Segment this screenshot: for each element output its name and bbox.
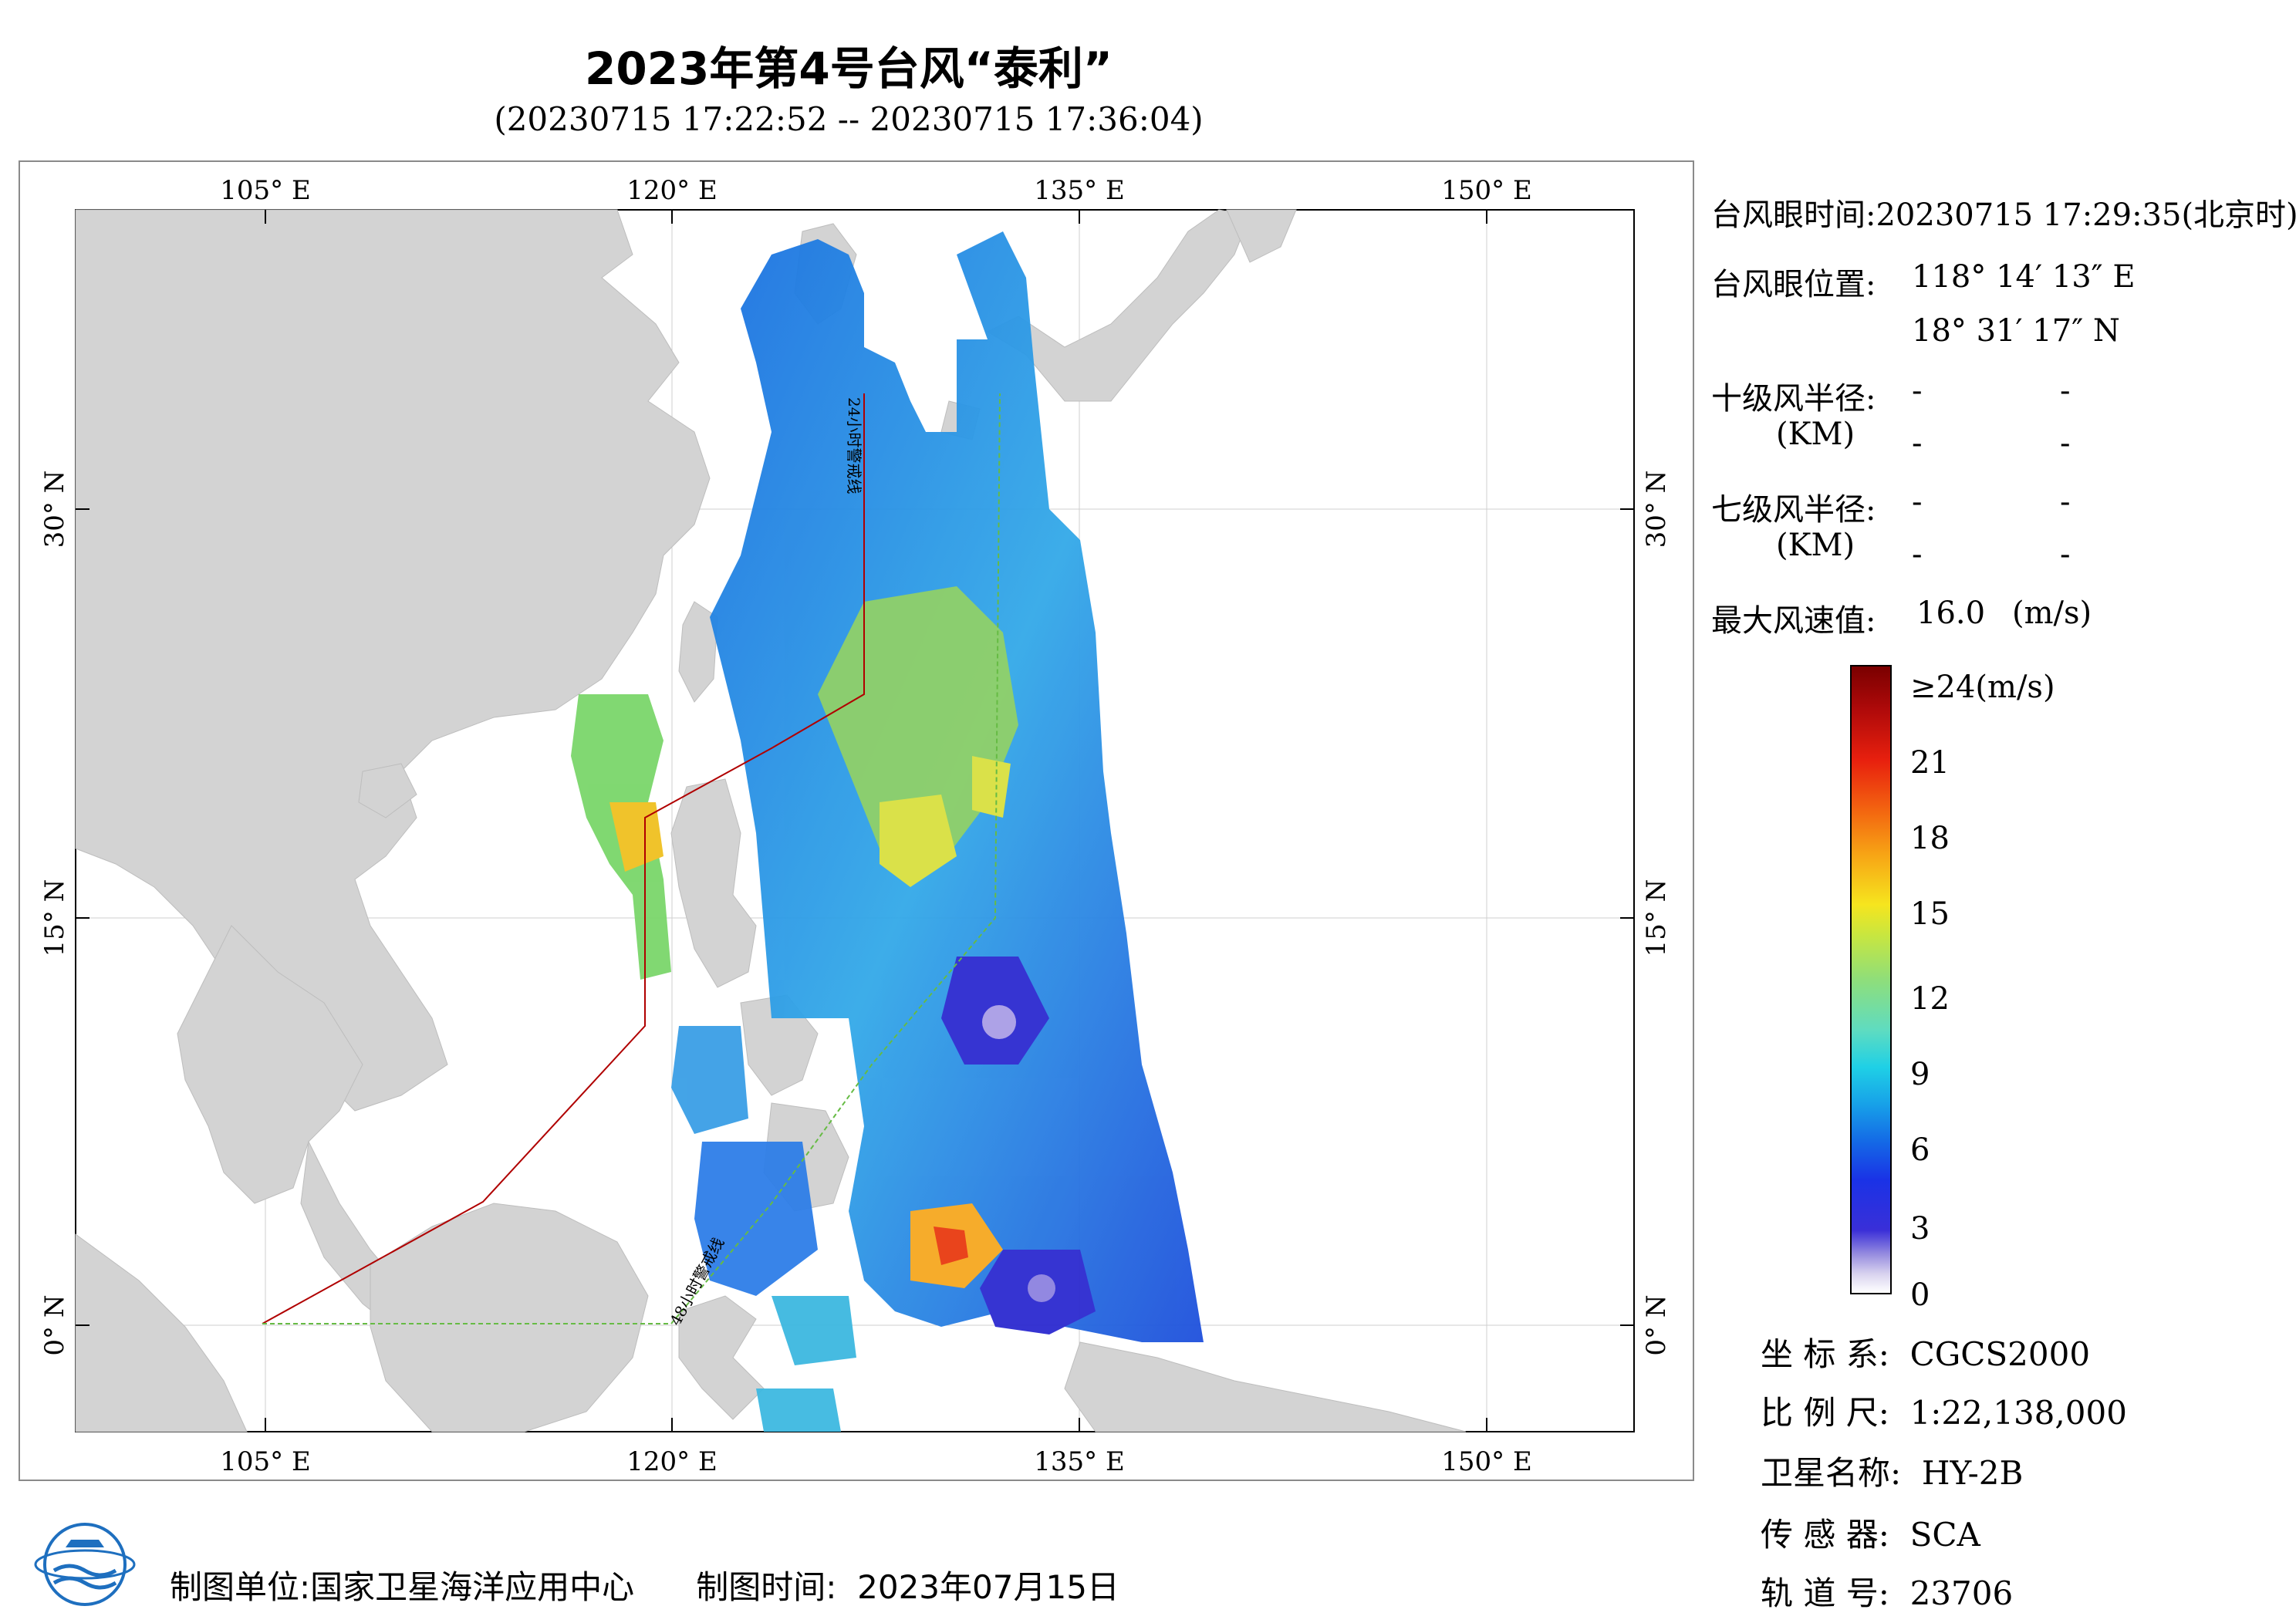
r7-value-1: - <box>1912 484 1923 520</box>
r7-value-2: - <box>2060 484 2071 520</box>
satellite-line: 卫星名称: HY-2B <box>1761 1454 2024 1492</box>
r7-label: 七级风半径: <box>1711 492 1876 528</box>
wind-speed-colorbar <box>1850 665 1892 1294</box>
wind-field-map[interactable]: 24小时警戒线 48小时警戒线 105° E 120° E 135° E 150… <box>0 0 1697 1496</box>
max-wind-label: 最大风速值: <box>1711 603 1876 639</box>
eye-time: 台风眼时间:20230715 17:29:35(北京时) <box>1711 197 2296 233</box>
warning-line-24h: 24小时警戒线 <box>262 393 865 1324</box>
svg-text:24小时警戒线: 24小时警戒线 <box>845 397 863 494</box>
colorbar-label-21: 21 <box>1910 745 1950 781</box>
lat-tick-right-0: 0° N <box>1641 1294 1672 1355</box>
land-masses <box>75 209 1467 1432</box>
colorbar-label-12: 12 <box>1910 981 1950 1017</box>
colorbar-label-18: 18 <box>1910 821 1950 856</box>
lat-tick-left-0: 0° N <box>39 1294 70 1355</box>
footer-credits: 制图单位:国家卫星海洋应用中心 制图时间: 2023年07月15日 <box>170 1568 1119 1606</box>
r10-value-3: - <box>1912 426 1923 461</box>
lon-tick-bottom-105: 105° E <box>220 1446 311 1477</box>
colorbar-label-15: 15 <box>1910 896 1950 932</box>
r7-value-4: - <box>2060 537 2071 572</box>
max-wind-unit: (m/s) <box>2012 596 2092 631</box>
max-wind-value: 16.0 <box>1916 596 1986 631</box>
lon-tick-top-150: 150° E <box>1441 175 1532 206</box>
lon-tick-bottom-120: 120° E <box>626 1446 718 1477</box>
lon-tick-top-135: 135° E <box>1034 175 1125 206</box>
eye-latitude: 18° 31′ 17″ N <box>1912 313 2120 349</box>
lat-tick-left-30: 30° N <box>39 471 70 548</box>
r10-unit: (KM) <box>1776 417 1855 452</box>
map-frame <box>19 160 1694 1481</box>
colorbar-label-0: 0 <box>1910 1277 1930 1313</box>
crs-line: 坐 标 系: CGCS2000 <box>1761 1335 2091 1373</box>
colorbar-top-label: ≥24(m/s) <box>1910 670 2055 705</box>
lat-tick-left-15: 15° N <box>39 879 70 957</box>
lon-tick-bottom-150: 150° E <box>1441 1446 1532 1477</box>
lon-tick-top-120: 120° E <box>626 175 718 206</box>
r10-value-2: - <box>2060 373 2071 409</box>
eye-position-label: 台风眼位置: <box>1711 267 1876 302</box>
r10-value-1: - <box>1912 373 1923 409</box>
lon-tick-bottom-135: 135° E <box>1034 1446 1125 1477</box>
page-title: 2023年第4号台风“泰利” <box>584 42 1113 95</box>
colorbar-label-9: 9 <box>1910 1057 1930 1092</box>
r10-value-4: - <box>2060 426 2071 461</box>
nsoas-logo-icon <box>34 1523 136 1606</box>
time-range-subtitle: (20230715 17:22:52 -- 20230715 17:36:04) <box>494 100 1204 138</box>
eye-longitude: 118° 14′ 13″ E <box>1912 259 2136 295</box>
sensor-line: 传 感 器: SCA <box>1761 1516 1980 1554</box>
lat-tick-right-15: 15° N <box>1641 879 1672 957</box>
r10-label: 十级风半径: <box>1711 381 1876 417</box>
wind-swath <box>571 231 1204 1432</box>
map-area: 24小时警戒线 48小时警戒线 <box>75 209 1635 1432</box>
orbit-line: 轨 道 号: 23706 <box>1761 1574 2014 1612</box>
colorbar-label-6: 6 <box>1910 1132 1930 1168</box>
colorbar-label-3: 3 <box>1910 1211 1930 1247</box>
lon-tick-top-105: 105° E <box>220 175 311 206</box>
r7-value-3: - <box>1912 537 1923 572</box>
lat-tick-right-30: 30° N <box>1641 471 1672 548</box>
r7-unit: (KM) <box>1776 528 1855 563</box>
scale-line: 比 例 尺: 1:22,138,000 <box>1761 1394 2127 1432</box>
